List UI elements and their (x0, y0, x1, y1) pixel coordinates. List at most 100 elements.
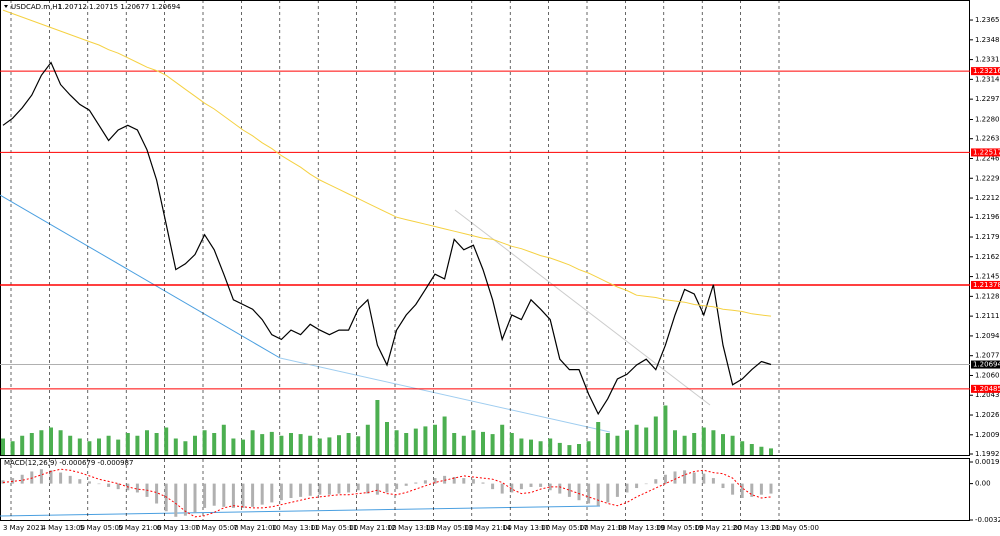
volume-bar (1, 438, 5, 455)
macd-bar (500, 483, 504, 494)
x-tick-label: 21 May 05:00 (771, 524, 819, 532)
x-tick-label: 20 May 13:00 (733, 524, 781, 532)
volume-bar (164, 427, 169, 455)
macd-bar (414, 482, 418, 484)
macd-bar (519, 483, 523, 490)
x-tick-label: 17 May 21:00 (579, 524, 627, 532)
level-label-box (971, 148, 1000, 157)
macd-bar (30, 471, 34, 484)
macd-y-tick-label: 0.001955 (975, 458, 1000, 466)
volume-bar (413, 428, 418, 455)
macd-bar (587, 483, 591, 504)
level-label: 1.23216 (973, 67, 1000, 75)
macd-bar (395, 483, 399, 490)
macd-bar (644, 483, 648, 485)
macd-panel (0, 458, 970, 521)
volume-bar (10, 441, 15, 455)
macd-bar (87, 481, 91, 484)
volume-bar (586, 441, 591, 455)
volume-bar (625, 430, 629, 455)
macd-bar (510, 483, 514, 493)
volume-bar (509, 433, 514, 455)
x-tick-label: 18 May 13:00 (617, 524, 665, 532)
x-tick-label: 5 May 21:00 (118, 524, 162, 532)
volume-bar (97, 438, 101, 455)
volume-bar (327, 437, 332, 455)
macd-bar (270, 483, 274, 503)
macd-title: MACD(12,26,9) -0.000679 -0.000987 (4, 459, 133, 467)
volume-bar (212, 433, 217, 455)
x-tick-label: 3 May 2021 (3, 524, 44, 532)
macd-bar (279, 483, 283, 501)
volume-bar (721, 434, 725, 455)
volume-bar (116, 439, 121, 455)
volume-bar (433, 424, 437, 455)
volume-bar (596, 422, 601, 455)
trend-line (0, 194, 281, 359)
macd-bar (174, 483, 178, 517)
macd-bar (222, 483, 226, 507)
volume-bar (442, 416, 447, 455)
macd-bar (337, 483, 341, 494)
volume-bar (183, 441, 188, 455)
macd-trend-line (0, 505, 601, 517)
volume-bar (260, 434, 265, 455)
macd-bar (116, 483, 120, 490)
volume-bar (519, 438, 524, 455)
volume-bar (39, 430, 44, 455)
volume-bar (202, 430, 207, 455)
y-tick-label: 1.22975 (975, 95, 1000, 103)
macd-bar (471, 479, 475, 484)
y-tick-label: 1.21790 (975, 233, 1000, 241)
volume-bar (490, 434, 495, 455)
macd-bar (721, 483, 725, 489)
volume-bar (279, 435, 284, 455)
y-tick-label: 1.23145 (975, 75, 1000, 83)
macd-bar (59, 472, 63, 484)
y-tick-label: 1.21620 (975, 253, 1000, 261)
volume-bar (106, 435, 111, 455)
volume-bar (500, 424, 505, 455)
volume-bar (385, 422, 389, 455)
volume-bar (615, 435, 620, 455)
y-tick-label: 1.20260 (975, 411, 1000, 419)
macd-bar (135, 483, 139, 493)
macd-bar (558, 483, 562, 494)
volume-bar (548, 438, 553, 455)
volume-bar (77, 438, 82, 455)
volume-bar (577, 444, 581, 455)
volume-bar (634, 424, 639, 455)
volume-bar (193, 435, 197, 455)
volume-bar (231, 438, 236, 455)
y-tick-label: 1.20770 (975, 352, 1000, 360)
volume-bar (68, 435, 73, 455)
y-tick-label: 1.20090 (975, 431, 1000, 439)
y-tick-label: 1.22465 (975, 154, 1000, 162)
macd-bar (231, 483, 235, 508)
macd-bar (654, 479, 658, 484)
macd-bar (183, 483, 187, 516)
y-tick-label: 1.21280 (975, 292, 1000, 300)
x-tick-label: 11 May 21:00 (349, 524, 397, 532)
macd-bar (366, 483, 370, 494)
volume-bar (538, 441, 543, 455)
quote: 1.20712 1.20715 1.20677 1.20694 (58, 3, 181, 11)
macd-bar (567, 483, 571, 497)
macd-bar (375, 483, 379, 495)
macd-bar (1, 480, 5, 484)
y-tick-label: 1.20940 (975, 332, 1000, 340)
macd-bar (740, 483, 744, 498)
macd-bar (356, 483, 360, 491)
volume-bar (135, 435, 140, 455)
macd-bar (731, 483, 735, 495)
macd-bar (606, 483, 610, 503)
macd-bar (769, 483, 773, 494)
y-tick-label: 1.23485 (975, 36, 1000, 44)
symbol-arrow (4, 5, 8, 8)
volume-bar (250, 430, 255, 455)
macd-bar (318, 483, 322, 495)
macd-bar (49, 470, 53, 484)
volume-bar (173, 438, 178, 455)
volume-bar (653, 416, 658, 455)
level-label-box (971, 67, 1000, 76)
